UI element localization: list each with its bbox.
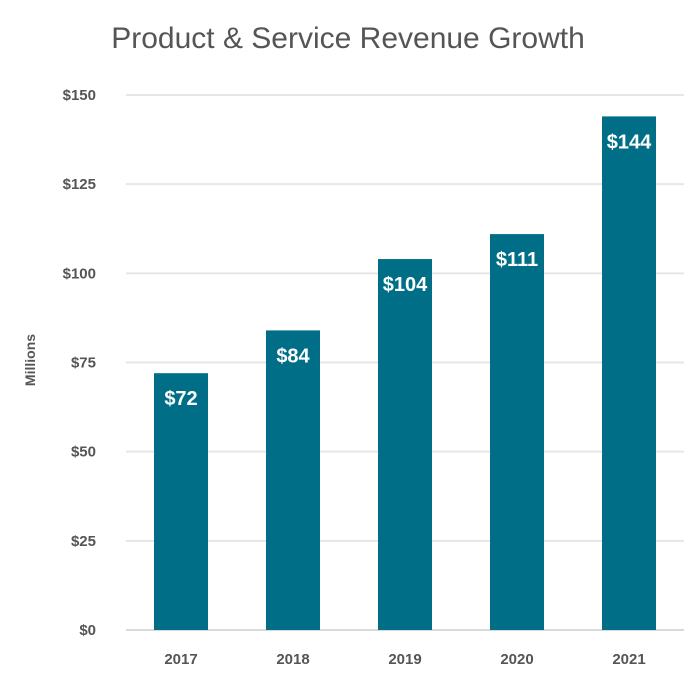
x-tick-label: 2018 <box>276 651 309 668</box>
bar <box>602 116 656 630</box>
bar <box>266 330 320 630</box>
x-tick-label: 2019 <box>388 651 421 668</box>
x-tick-label: 2021 <box>612 651 645 668</box>
data-label: $84 <box>276 345 310 367</box>
x-tick-label: 2020 <box>500 651 533 668</box>
x-tick-label: 2017 <box>164 651 197 668</box>
y-tick-label: $0 <box>79 622 96 639</box>
y-tick-label: $125 <box>63 176 96 193</box>
bar <box>378 259 432 630</box>
bar <box>490 234 544 630</box>
data-label: $72 <box>164 388 197 410</box>
data-label: $144 <box>607 131 652 153</box>
data-label: $111 <box>496 249 538 271</box>
y-tick-label: $25 <box>71 533 96 550</box>
y-tick-label: $150 <box>63 87 96 104</box>
y-tick-label: $75 <box>71 355 96 372</box>
chart-title: Product & Service Revenue Growth <box>111 22 585 55</box>
y-tick-label: $50 <box>71 444 96 461</box>
bar <box>154 373 208 630</box>
data-label: $104 <box>383 274 428 296</box>
y-tick-label: $100 <box>63 265 96 282</box>
